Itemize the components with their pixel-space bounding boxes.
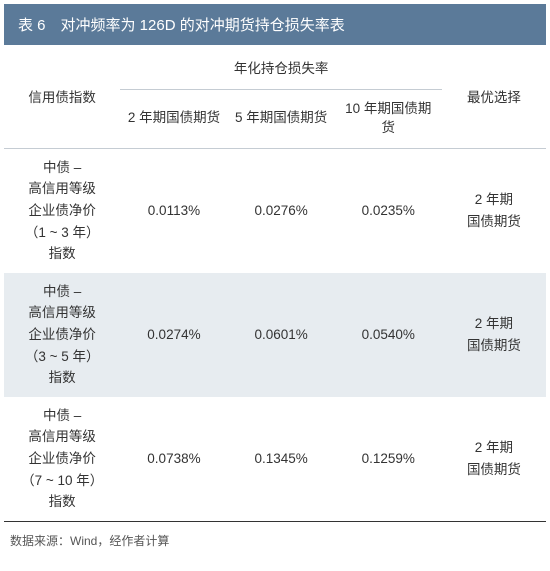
data-source-note: 数据来源：Wind，经作者计算 bbox=[4, 521, 546, 553]
cell-rate-2y: 0.0274% bbox=[120, 273, 227, 397]
table-row: 中债 –高信用等级企业债净价（1 ~ 3 年）指数 0.0113% 0.0276… bbox=[4, 148, 546, 272]
table-body: 中债 –高信用等级企业债净价（1 ~ 3 年）指数 0.0113% 0.0276… bbox=[4, 148, 546, 520]
subheader-5y: 5 年期国债期货 bbox=[228, 90, 335, 149]
cell-rate-10y: 0.0540% bbox=[335, 273, 442, 397]
cell-best: 2 年期国债期货 bbox=[442, 273, 546, 397]
subheader-2y: 2 年期国债期货 bbox=[120, 90, 227, 149]
cell-index: 中债 –高信用等级企业债净价（7 ~ 10 年）指数 bbox=[4, 397, 120, 521]
table-title: 表 6 对冲频率为 126D 的对冲期货持仓损失率表 bbox=[4, 4, 546, 45]
cell-rate-5y: 0.0276% bbox=[228, 148, 335, 272]
table-wrap: 信用债指数 年化持仓损失率 最优选择 2 年期国债期货 5 年期国债期货 10 … bbox=[4, 45, 546, 521]
header-annualized-rate: 年化持仓损失率 bbox=[120, 45, 442, 90]
cell-rate-5y: 0.1345% bbox=[228, 397, 335, 521]
cell-rate-10y: 0.1259% bbox=[335, 397, 442, 521]
cell-index: 中债 –高信用等级企业债净价（1 ~ 3 年）指数 bbox=[4, 148, 120, 272]
cell-best: 2 年期国债期货 bbox=[442, 148, 546, 272]
cell-rate-2y: 0.0738% bbox=[120, 397, 227, 521]
cell-rate-5y: 0.0601% bbox=[228, 273, 335, 397]
header-best: 最优选择 bbox=[442, 45, 546, 148]
table-row: 中债 –高信用等级企业债净价（3 ~ 5 年）指数 0.0274% 0.0601… bbox=[4, 273, 546, 397]
table-container: 表 6 对冲频率为 126D 的对冲期货持仓损失率表 信用债指数 年化持仓损失率… bbox=[4, 4, 546, 553]
cell-best: 2 年期国债期货 bbox=[442, 397, 546, 521]
loss-rate-table: 信用债指数 年化持仓损失率 最优选择 2 年期国债期货 5 年期国债期货 10 … bbox=[4, 45, 546, 521]
table-row: 中债 –高信用等级企业债净价（7 ~ 10 年）指数 0.0738% 0.134… bbox=[4, 397, 546, 521]
cell-index: 中债 –高信用等级企业债净价（3 ~ 5 年）指数 bbox=[4, 273, 120, 397]
header-index: 信用债指数 bbox=[4, 45, 120, 148]
subheader-10y: 10 年期国债期货 bbox=[335, 90, 442, 149]
cell-rate-10y: 0.0235% bbox=[335, 148, 442, 272]
cell-rate-2y: 0.0113% bbox=[120, 148, 227, 272]
